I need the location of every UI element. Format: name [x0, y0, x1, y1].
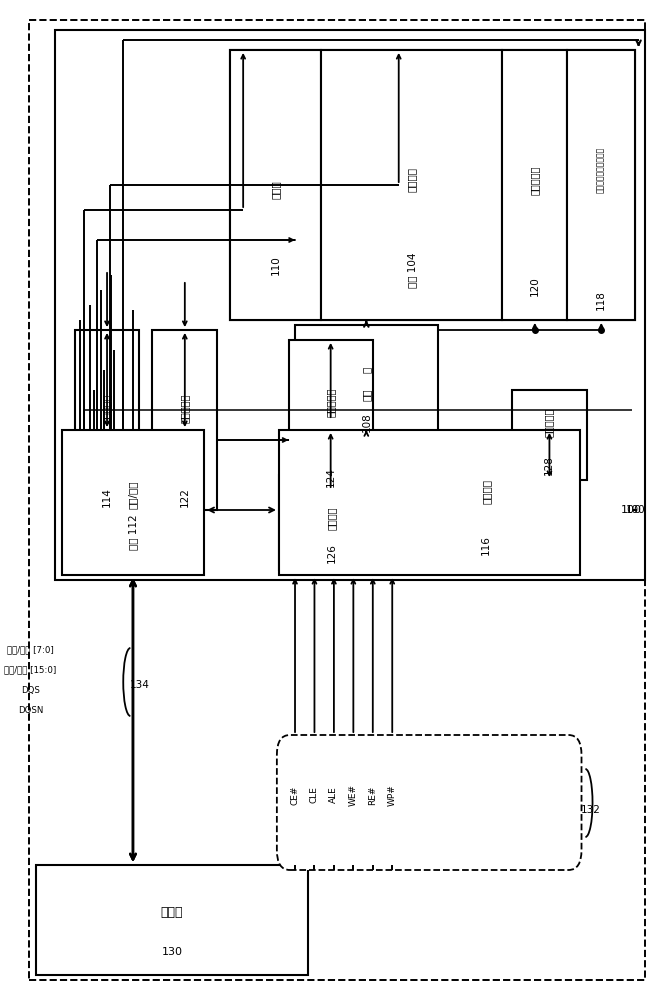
Bar: [295, 325, 438, 435]
Bar: [567, 50, 636, 320]
Text: 列解码: 列解码: [270, 181, 280, 199]
Text: DQSN: DQSN: [18, 706, 43, 714]
Text: 100: 100: [626, 505, 645, 515]
Text: ALE: ALE: [330, 787, 338, 803]
Text: 输入/输出: 输入/输出: [128, 481, 138, 509]
Text: 处理器: 处理器: [161, 906, 183, 918]
Bar: [512, 390, 587, 480]
FancyBboxPatch shape: [277, 735, 582, 870]
Text: DQS: DQS: [21, 686, 40, 694]
Bar: [279, 475, 386, 570]
Text: 114: 114: [102, 487, 112, 507]
Text: 解码: 解码: [361, 389, 371, 401]
Text: CLE: CLE: [310, 787, 319, 803]
Bar: [279, 430, 580, 575]
Text: 阵列 104: 阵列 104: [407, 252, 417, 288]
Bar: [74, 330, 139, 510]
Text: 行: 行: [361, 367, 371, 373]
Bar: [62, 430, 204, 575]
Text: 124: 124: [326, 467, 336, 487]
Text: 130: 130: [161, 947, 182, 957]
Bar: [36, 865, 308, 975]
Text: 128: 128: [544, 455, 554, 475]
Text: WE#: WE#: [349, 784, 358, 806]
Text: 126: 126: [327, 543, 337, 563]
Text: RE#: RE#: [368, 785, 377, 805]
Text: 116: 116: [481, 535, 492, 555]
Text: 108: 108: [361, 412, 371, 432]
Bar: [503, 50, 567, 320]
Text: 控制逻辑: 控制逻辑: [481, 480, 492, 504]
Bar: [230, 50, 636, 320]
Text: 输入/输出 [7:0]: 输入/输出 [7:0]: [7, 646, 54, 654]
Text: 命令寄存器: 命令寄存器: [326, 387, 336, 417]
Text: 110: 110: [270, 255, 280, 275]
Text: 控制 112: 控制 112: [128, 514, 138, 550]
Bar: [55, 30, 645, 580]
Text: 122: 122: [180, 487, 190, 507]
Text: 修整寄存器: 修整寄存器: [544, 407, 554, 437]
Text: 校准逻辑: 校准逻辑: [327, 506, 337, 530]
Text: 状态寄存器: 状态寄存器: [180, 393, 190, 423]
Text: 120: 120: [530, 276, 540, 296]
Text: 134: 134: [130, 680, 149, 690]
Bar: [230, 50, 321, 320]
Bar: [153, 330, 217, 510]
Text: 输入/输出 [15:0]: 输入/输出 [15:0]: [5, 666, 57, 674]
Text: 存储单元: 存储单元: [407, 167, 417, 192]
Text: WP#: WP#: [388, 784, 397, 806]
Text: 118: 118: [596, 290, 606, 310]
Text: CE#: CE#: [291, 785, 299, 805]
Text: 132: 132: [580, 805, 601, 815]
Text: 100: 100: [620, 505, 642, 515]
Text: 高速缓冲存储器寄存器: 高速缓冲存储器寄存器: [596, 147, 605, 193]
Text: 数据寄存器: 数据寄存器: [530, 165, 540, 195]
Bar: [321, 50, 503, 320]
Text: 地址寄存器: 地址寄存器: [102, 393, 112, 423]
Bar: [288, 340, 373, 490]
